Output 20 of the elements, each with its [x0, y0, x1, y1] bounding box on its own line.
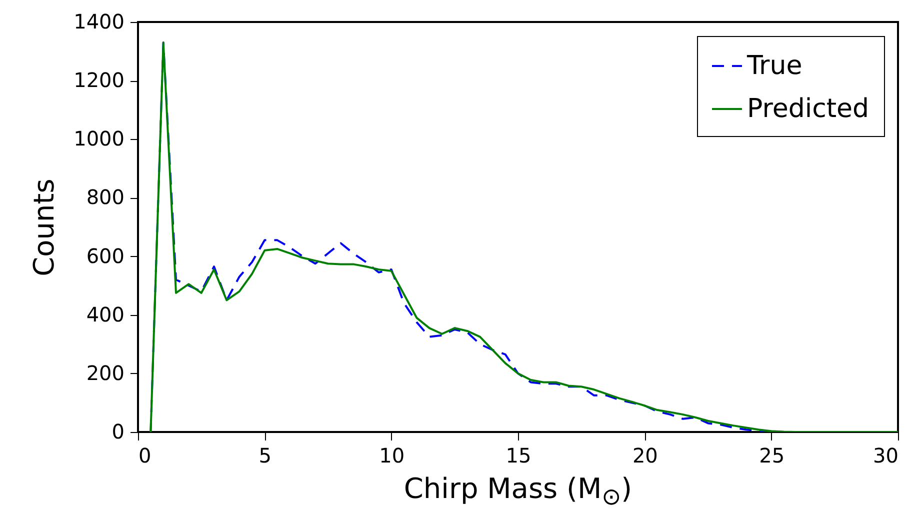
x-tick-label: 15 — [506, 444, 532, 468]
y-tick-label: 800 — [86, 185, 124, 210]
y-tick-label: 200 — [86, 360, 124, 385]
legend-label: True — [746, 51, 802, 81]
y-tick-label: 600 — [86, 244, 124, 268]
line-series — [150, 42, 898, 432]
x-axis-title: Chirp Mass (M$_{⊙}$) — [402, 472, 634, 511]
y-tick-label: 1000 — [74, 126, 124, 151]
x-tick-label: 20 — [632, 444, 658, 468]
legend-label: Predicted — [747, 94, 870, 124]
x-tick-label: 30 — [873, 444, 898, 468]
x-tick-label: 10 — [379, 444, 405, 468]
x-tick-label: 5 — [258, 444, 272, 468]
x-tick-label: 25 — [759, 444, 785, 468]
y-tick-label: 0 — [112, 420, 124, 444]
y-axis-title: Counts — [28, 178, 61, 276]
y-tick-label: 400 — [86, 302, 124, 326]
y-tick-label: 1200 — [74, 68, 124, 92]
x-tick-label: 0 — [138, 444, 152, 468]
y-tick-label: 1400 — [74, 10, 124, 34]
